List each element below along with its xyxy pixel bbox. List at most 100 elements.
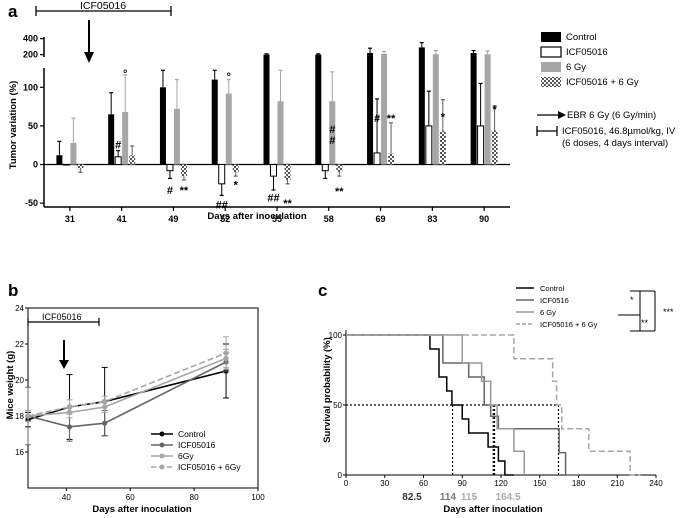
panel-c-xtick-label: 150 bbox=[533, 479, 547, 488]
panel-a-xtick-label: 55 bbox=[272, 214, 282, 224]
panel-c-legend-label: 6 Gy bbox=[540, 308, 556, 317]
panel-b-xtick-label: 40 bbox=[62, 493, 71, 502]
panel-c-median-label: 82.5 bbox=[402, 492, 422, 503]
legend-label: 6 Gy bbox=[566, 62, 586, 73]
panel-c-survival-curve bbox=[346, 334, 579, 476]
panel-b-irradiation-arrowhead bbox=[59, 360, 69, 369]
panel-a-xtick-label: 58 bbox=[324, 214, 334, 224]
panel-b-ytick-label: 22 bbox=[15, 340, 24, 349]
panel-b-point bbox=[25, 413, 31, 419]
bar-icf05016-6-gy bbox=[491, 130, 498, 165]
panel-a-xtick-label: 52 bbox=[220, 214, 230, 224]
panel-c-legend-label: Control bbox=[540, 284, 565, 293]
legend-swatch bbox=[540, 46, 562, 58]
legend-swatch bbox=[541, 77, 561, 87]
bar-6-gy bbox=[225, 93, 232, 165]
bar-icf05016 bbox=[477, 125, 485, 166]
bar-icf05016 bbox=[166, 164, 174, 172]
bar-icf05016 bbox=[114, 156, 122, 166]
legend-label: ICF05016 + 6 Gy bbox=[566, 77, 639, 88]
panel-c-xtick-label: 180 bbox=[572, 479, 586, 488]
panel-a-xtick-label: 83 bbox=[427, 214, 437, 224]
bar-icf05016-6-gy bbox=[388, 153, 395, 165]
bar-6-gy bbox=[173, 108, 180, 165]
legend-swatch bbox=[541, 32, 561, 42]
significance-mark: # bbox=[374, 113, 380, 125]
legend-swatch bbox=[541, 62, 561, 72]
bar-6-gy bbox=[70, 142, 77, 165]
panel-b-point bbox=[102, 399, 108, 405]
panel-b-chart: ICF05016 Mice weight (g) Days after inoc… bbox=[5, 304, 265, 515]
significance-mark: ** bbox=[180, 185, 189, 197]
panel-c-ytick-label: 0 bbox=[338, 471, 343, 480]
sig-star-3: *** bbox=[663, 307, 674, 317]
significance-mark: ** bbox=[335, 186, 344, 198]
panel-a-ytick-label: 100 bbox=[23, 82, 38, 92]
bar-control bbox=[470, 53, 477, 165]
panel-a-xtick-label: 41 bbox=[117, 214, 127, 224]
panel-b-series-line bbox=[27, 357, 227, 417]
panel-b-xtick-label: 80 bbox=[190, 493, 199, 502]
panel-b-treatment-label: ICF05016 bbox=[42, 312, 82, 322]
panel-a-xtick-label: 90 bbox=[479, 214, 489, 224]
panel-c-xlabel: Days after inoculation bbox=[443, 504, 542, 515]
bar-icf05016-6-gy bbox=[284, 164, 291, 180]
panel-c-xtick-label: 60 bbox=[419, 479, 428, 488]
significance-mark: # bbox=[167, 185, 173, 197]
significance-mark: # bbox=[329, 135, 335, 147]
panel-c-xtick-label: 240 bbox=[649, 479, 663, 488]
panel-a-chart: ICF05016 Tumor variation (%) Days after … bbox=[8, 0, 510, 224]
panel-b-xtick-label: 60 bbox=[126, 493, 135, 502]
panel-b-xlabel: Days after inoculation bbox=[92, 504, 191, 515]
significance-mark: # bbox=[329, 124, 335, 136]
ebr-arrowhead bbox=[558, 111, 566, 119]
panel-a-ytick-label: 200 bbox=[23, 50, 38, 60]
icf-legend-line1: ICF05016, 46.8µmol/kg, IV bbox=[562, 126, 676, 137]
panel-c-median-label: 164.5 bbox=[495, 492, 520, 503]
bar-control bbox=[418, 47, 425, 165]
panel-a-xtick-label: 49 bbox=[168, 214, 178, 224]
sig-star-1: * bbox=[630, 295, 634, 305]
bar-icf05016-6-gy bbox=[336, 164, 343, 173]
panel-a-label: a bbox=[8, 2, 18, 21]
panel-c-xtick-label: 120 bbox=[494, 479, 508, 488]
panel-a-side-legend: EBR 6 Gy (6 Gy/min) ICF05016, 46.8µmol/k… bbox=[536, 110, 676, 149]
panel-b-legend-marker bbox=[159, 431, 165, 437]
panel-c-survival-curve bbox=[346, 334, 525, 475]
panel-c-survival-curve bbox=[346, 334, 641, 476]
panel-c-xtick-label: 90 bbox=[458, 479, 467, 488]
significance-mark: ** bbox=[283, 198, 292, 210]
panel-a-ytick-label: 400 bbox=[23, 34, 38, 44]
panel-c-median-label: 114 bbox=[440, 492, 457, 503]
panel-b-point bbox=[223, 350, 229, 356]
panel-c-legend-label: ICF05016 + 6 Gy bbox=[540, 320, 598, 329]
bar-icf05016-6-gy bbox=[439, 130, 446, 165]
bar-icf05016-6-gy bbox=[77, 164, 84, 169]
bar-6-gy bbox=[381, 53, 388, 165]
panel-b-legend-label: ICF05016 + 6Gy bbox=[178, 462, 241, 472]
significance-mark: * bbox=[234, 180, 239, 192]
panel-c-survival-curve bbox=[346, 334, 514, 476]
bar-icf05016 bbox=[270, 164, 277, 177]
panel-b-point bbox=[102, 420, 108, 426]
panel-c-chart: Survival probability (%) Days after inoc… bbox=[322, 284, 674, 515]
significance-mark: ## bbox=[267, 193, 279, 205]
panel-c-label: c bbox=[318, 281, 327, 300]
panel-c-ytick-label: 100 bbox=[329, 331, 343, 340]
sig-star-2: ** bbox=[641, 318, 649, 328]
panel-b-ylabel: Mice weight (g) bbox=[5, 351, 16, 420]
bar-icf05016 bbox=[62, 164, 70, 166]
panel-b-legend-marker bbox=[159, 442, 165, 448]
bar-icf05016 bbox=[321, 164, 329, 172]
bar-control bbox=[159, 87, 166, 165]
significance-mark: ° bbox=[227, 71, 231, 83]
panel-c-ylabel: Survival probability (%) bbox=[322, 337, 333, 443]
bar-icf05016-6-gy bbox=[129, 155, 136, 165]
bar-icf05016-6-gy bbox=[232, 164, 239, 173]
bar-6-gy bbox=[484, 54, 491, 165]
significance-mark: ## bbox=[216, 200, 228, 212]
panel-b-series-line bbox=[27, 370, 227, 421]
panel-b-point bbox=[66, 424, 73, 430]
panel-b-legend-label: 6Gy bbox=[178, 451, 194, 461]
bar-control bbox=[367, 53, 374, 165]
